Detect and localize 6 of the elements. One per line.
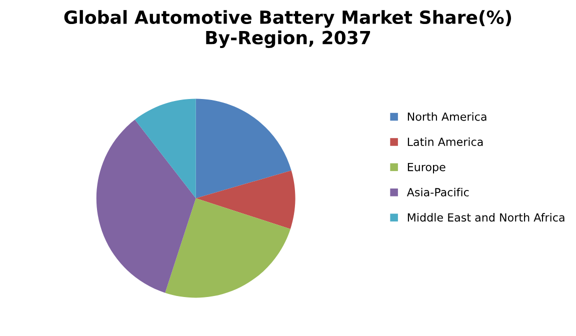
chart-title: Global Automotive Battery Market Share(%) By-Region, 2037 <box>64 10 512 48</box>
legend-label: Middle East and North Africa <box>408 213 564 222</box>
legend-label: Asia-Pacific <box>406 188 469 196</box>
legend-label: North America <box>408 112 486 121</box>
legend-label: Latin America <box>408 137 483 146</box>
legend-label: Europe <box>408 162 446 174</box>
